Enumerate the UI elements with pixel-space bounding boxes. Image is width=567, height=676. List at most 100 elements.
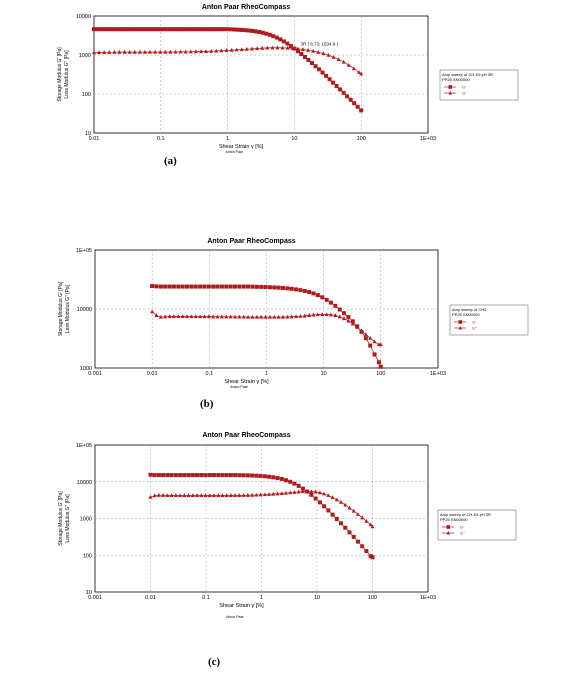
data-point-g-prime: [222, 27, 227, 32]
data-point-g-prime: [203, 473, 208, 478]
data-point-g-prime: [352, 101, 357, 106]
data-point-g-double-prime: [321, 51, 326, 56]
data-point-g-double-prime: [237, 493, 242, 497]
y-axis-label: Storage Modulus G' [Pa]: [58, 281, 64, 336]
data-point-g-prime: [288, 44, 293, 49]
data-point-g-double-prime: [211, 314, 216, 319]
data-point-g-double-prime: [171, 314, 176, 318]
data-point-g-double-prime: [341, 59, 346, 64]
x-tick-label: 1: [265, 371, 268, 377]
data-point-g-double-prime: [241, 493, 246, 497]
legend-marker-triangle: [446, 531, 451, 535]
data-point-g-double-prime: [339, 499, 344, 504]
data-point-g-prime: [186, 27, 191, 32]
data-point-g-double-prime: [246, 314, 251, 319]
data-point-g-prime: [182, 473, 187, 478]
data-point-g-prime: [376, 360, 381, 365]
x-tick-label: 0.01: [145, 595, 156, 601]
chart-panel-a: 0.01 0.1 1 10 100 1E+03 10 100 1000 10000 Anton Pa…: [0, 0, 567, 175]
data-point-g-double-prime: [102, 50, 107, 54]
data-point-g-prime: [275, 476, 280, 481]
data-point-g-double-prime: [211, 493, 216, 498]
data-point-g-prime: [260, 30, 265, 35]
data-point-g-double-prime: [320, 312, 325, 316]
data-point-g-double-prime: [355, 512, 360, 516]
data-point-g-double-prime: [169, 493, 174, 498]
data-point-g-double-prime: [137, 49, 142, 54]
data-point-g-prime: [359, 108, 364, 113]
y-tick-label: 10: [86, 590, 92, 596]
data-point-g-prime: [267, 474, 272, 479]
data-point-g-prime: [372, 352, 377, 357]
data-point-g-prime: [263, 284, 268, 289]
data-point-g-prime: [363, 336, 368, 341]
data-point-g-double-prime: [285, 45, 290, 50]
data-point-g-double-prime: [317, 490, 322, 495]
data-point-g-prime: [215, 284, 220, 289]
data-point-g-prime: [285, 41, 290, 46]
data-point-g-prime: [179, 27, 184, 32]
data-point-g-double-prime: [333, 313, 338, 317]
data-point-g-prime: [283, 478, 288, 483]
data-point-g-double-prime: [244, 46, 249, 51]
data-point-g-prime: [250, 28, 255, 33]
data-point-g-double-prime: [254, 314, 259, 319]
data-point-g-prime: [276, 285, 281, 290]
data-point-g-double-prime: [359, 71, 364, 76]
footer-text: Anton Paar: [230, 385, 248, 389]
data-point-g-prime: [315, 293, 320, 298]
data-point-g-double-prime: [280, 45, 285, 50]
legend-marker-square: [448, 85, 453, 89]
data-point-g-prime: [190, 473, 195, 478]
data-point-g-double-prime: [112, 49, 117, 54]
data-point-g-double-prime: [307, 313, 312, 317]
data-point-g-prime: [186, 473, 191, 478]
data-point-g-prime: [216, 473, 221, 478]
y-tick-label: 1000: [79, 53, 91, 59]
data-point-g-prime: [368, 343, 373, 348]
data-point-g-prime: [254, 473, 259, 478]
data-point-g-double-prime: [190, 493, 195, 498]
x-tick-label: 1: [260, 595, 263, 601]
data-point-g-prime: [324, 73, 329, 78]
legend-box: [449, 304, 529, 336]
data-point-g-prime: [254, 284, 259, 289]
data-point-g-prime: [236, 27, 241, 32]
data-point-g-prime: [331, 80, 336, 85]
data-point-g-prime: [317, 67, 322, 72]
data-point-g-double-prime: [272, 314, 277, 319]
data-point-g-prime: [378, 364, 383, 369]
data-point-g-prime: [346, 315, 351, 320]
data-point-g-double-prime: [233, 493, 238, 498]
data-point-g-prime: [207, 473, 212, 478]
chart-title: Anton Paar RheoCompass: [202, 432, 290, 439]
data-point-g-double-prime: [300, 47, 305, 52]
data-point-g-prime: [272, 285, 277, 290]
x-tick-label: 1E+03: [430, 371, 446, 377]
data-point-g-prime: [348, 97, 353, 102]
data-point-g-prime: [169, 473, 174, 478]
data-point-g-double-prime: [326, 52, 331, 57]
data-point-g-double-prime: [279, 491, 284, 495]
data-point-g-prime: [243, 28, 248, 33]
data-point-g-prime: [313, 496, 318, 501]
plot-area: [93, 15, 429, 134]
data-point-g-double-prime: [173, 49, 178, 54]
data-point-g-double-prime: [228, 314, 233, 319]
data-point-g-prime: [171, 284, 176, 289]
data-point-g-prime: [337, 307, 342, 312]
data-point-g-double-prime: [178, 49, 183, 54]
data-point-g-double-prime: [207, 493, 212, 498]
data-point-g-double-prime: [280, 314, 285, 319]
data-point-g-double-prime: [182, 493, 187, 498]
data-point-g-prime: [245, 473, 250, 478]
data-point-g-prime: [253, 29, 258, 34]
data-point-g-prime: [278, 37, 283, 42]
x-tick-label: 0.1: [157, 136, 165, 142]
data-point-g-double-prime: [359, 328, 364, 333]
data-point-g-prime: [148, 472, 153, 477]
data-point-g-prime: [134, 27, 139, 32]
data-point-g-prime: [228, 473, 233, 478]
data-point-g-prime: [343, 525, 348, 530]
legend-marker-triangle: [458, 326, 463, 330]
